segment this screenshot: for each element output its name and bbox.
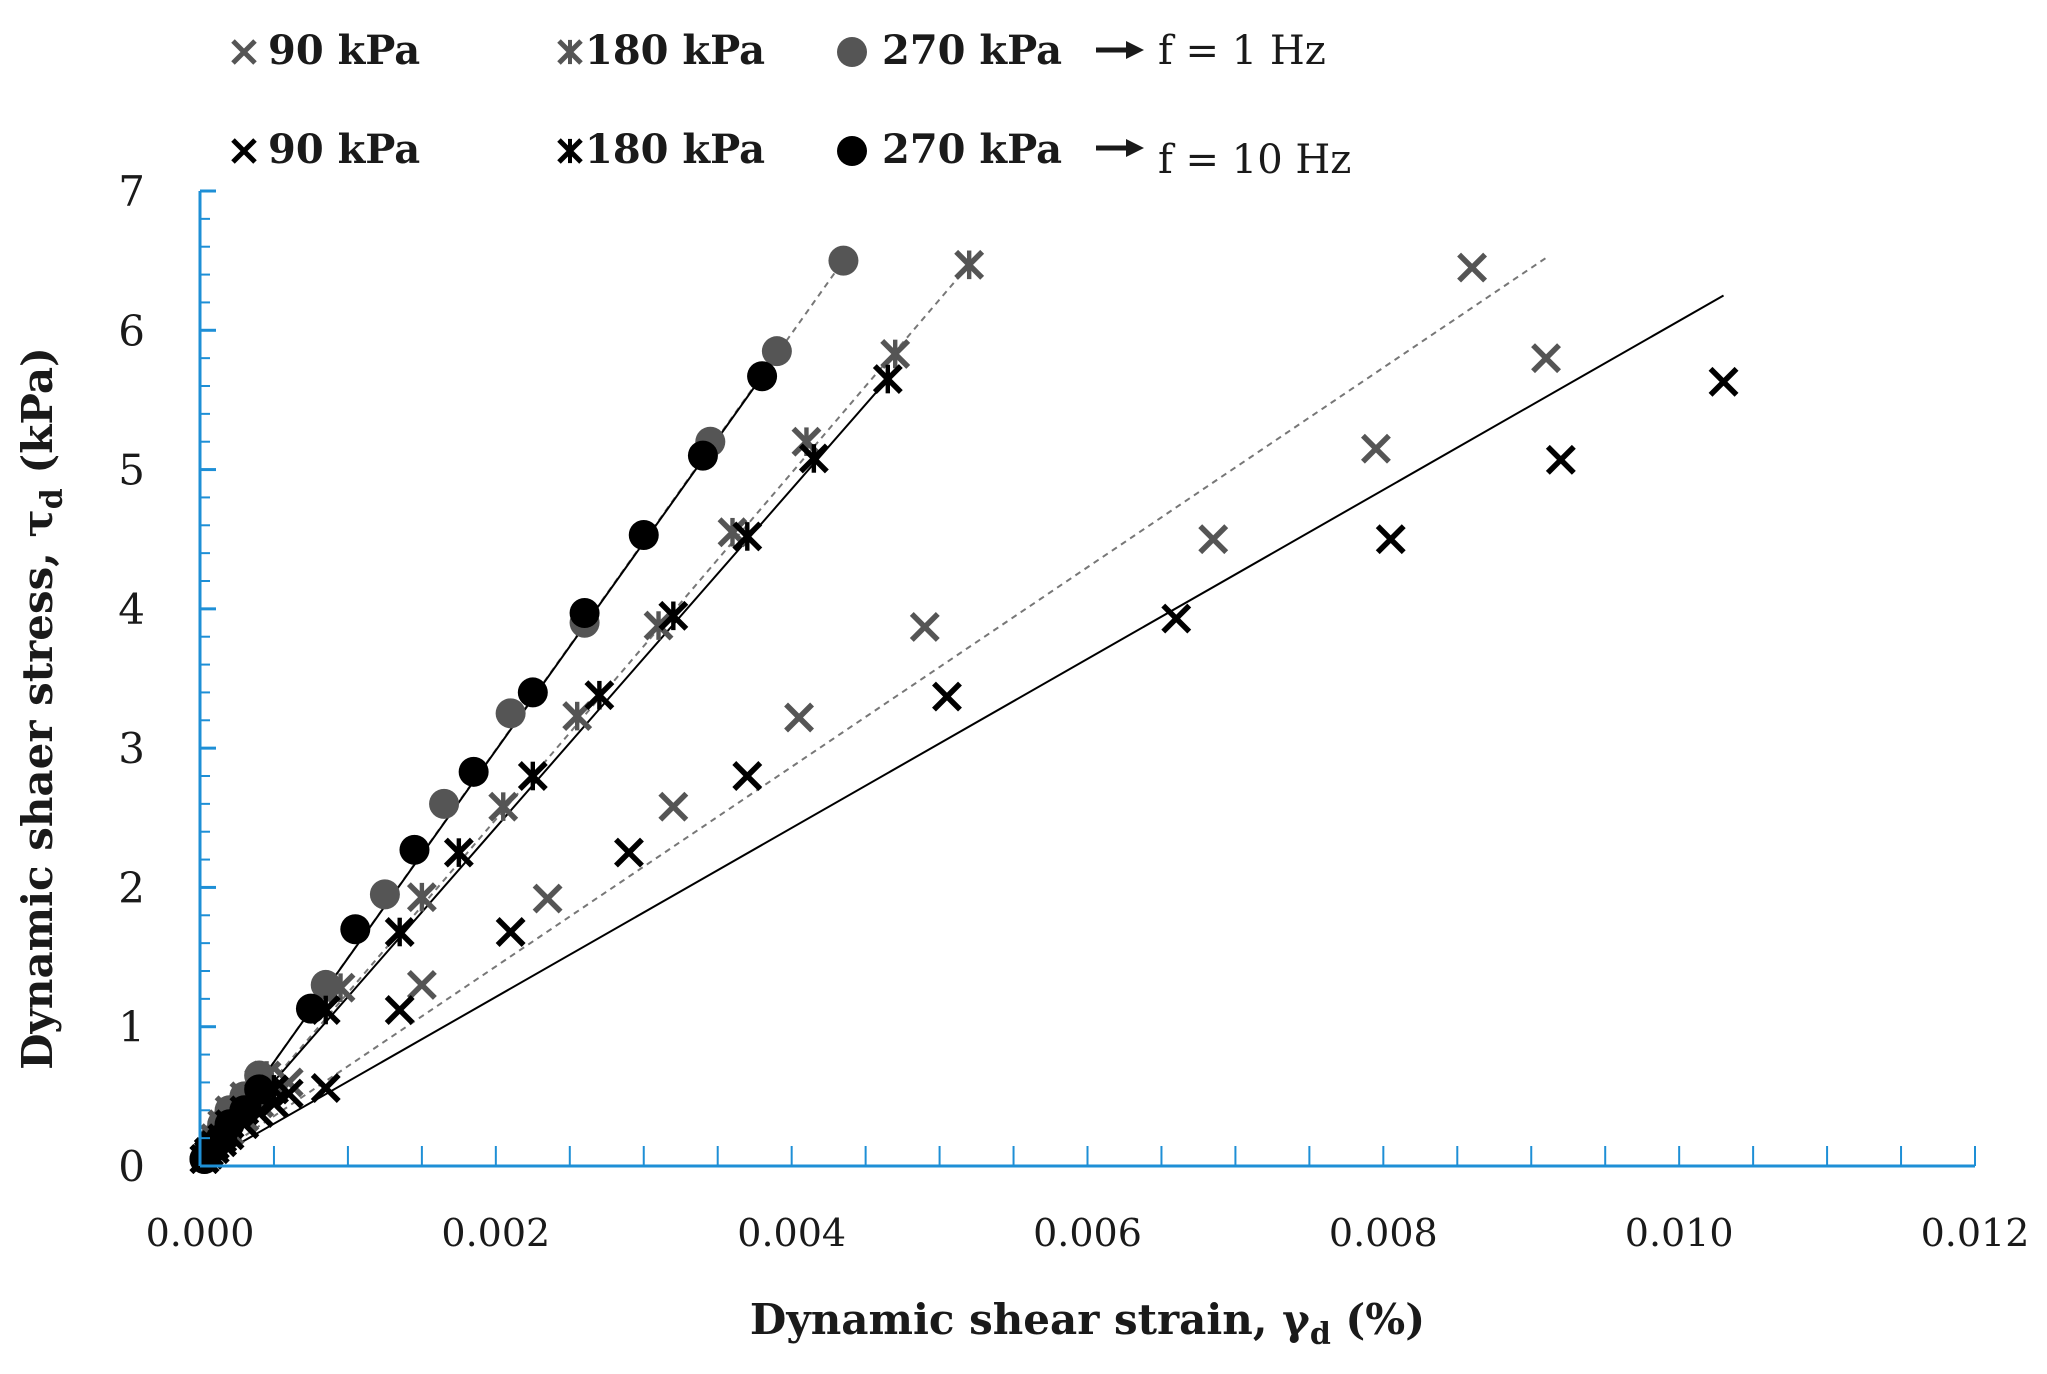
data-markers <box>189 245 1739 1175</box>
legend-marker-circle-icon <box>837 136 867 166</box>
data-point <box>1198 524 1229 555</box>
y-tick-label: 1 <box>118 1003 145 1052</box>
data-point <box>384 917 415 947</box>
data-point <box>458 756 489 787</box>
legend-label-90kpa-10hz: 90 kPa <box>268 126 420 173</box>
data-point <box>614 837 644 868</box>
data-point <box>828 245 859 276</box>
data-point <box>909 612 940 642</box>
y-tick-label: 2 <box>118 863 145 912</box>
trend-line-3 <box>199 294 1725 1167</box>
data-point <box>1708 366 1739 397</box>
x-tick-label: 0.012 <box>1921 1211 2030 1255</box>
x-tick-label: 0.004 <box>737 1211 846 1255</box>
legend-frequency-10hz: f = 10 Hz <box>1158 137 1351 183</box>
data-point <box>798 443 829 474</box>
legend-arrow-icon <box>1096 41 1144 59</box>
data-point <box>488 791 519 822</box>
data-point <box>517 677 548 708</box>
data-point <box>399 834 430 865</box>
data-point <box>761 336 792 367</box>
data-point <box>1161 603 1192 634</box>
data-point <box>495 698 526 729</box>
x-axis-ticks: 0.000 0.002 0.004 0.006 0.008 0.010 0.012 <box>146 1146 2030 1255</box>
data-point <box>880 339 911 369</box>
data-point <box>340 914 371 945</box>
data-point <box>443 837 474 868</box>
y-axis-ticks: 0 1 2 3 4 5 6 7 <box>118 167 216 1191</box>
trend-line-1 <box>199 264 970 1167</box>
data-point <box>584 680 615 711</box>
data-point <box>658 600 689 631</box>
legend-marker-circle-icon <box>837 37 867 67</box>
series-5 <box>189 361 778 1175</box>
y-tick-label: 5 <box>118 446 145 495</box>
data-point <box>1457 252 1488 283</box>
data-point <box>687 440 718 471</box>
data-point <box>732 761 763 791</box>
data-point <box>747 361 778 392</box>
data-point <box>932 681 962 712</box>
legend-label-180kpa-10hz: 180 kPa <box>585 126 765 173</box>
series-3 <box>189 366 1739 1174</box>
data-point <box>872 364 903 394</box>
data-point <box>1375 524 1406 555</box>
data-point <box>295 993 326 1024</box>
y-tick-label: 4 <box>118 585 145 634</box>
data-point <box>384 995 415 1025</box>
legend-row-10hz: 90 kPa 180 kPa 270 kPa f = 10 Hz <box>231 126 1351 183</box>
y-axis-title: Dynamic shaer stress, τd (kPa) <box>13 347 70 1070</box>
legend-row-1hz: 90 kPa 180 kPa 270 kPa f = 1 Hz <box>231 27 1326 74</box>
data-point <box>310 1073 341 1103</box>
legend-label-270kpa-1hz: 270 kPa <box>882 27 1062 74</box>
y-tick-label: 6 <box>118 306 145 355</box>
data-point <box>517 761 548 791</box>
x-tick-label: 0.002 <box>441 1211 550 1255</box>
trend-line-4 <box>199 378 889 1167</box>
legend: 90 kPa 180 kPa 270 kPa f = 1 Hz 90 kPa 1… <box>231 27 1351 183</box>
y-tick-label: 3 <box>118 724 145 773</box>
legend-marker-asterisk-icon <box>557 138 583 164</box>
data-point <box>406 969 437 1000</box>
y-tick-label: 0 <box>118 1142 145 1191</box>
data-point <box>532 883 563 914</box>
data-point <box>569 598 600 629</box>
axes: 0.000 0.002 0.004 0.006 0.008 0.010 0.012 0 1 2 3… <box>118 167 2029 1255</box>
legend-label-270kpa-10hz: 270 kPa <box>882 126 1062 173</box>
data-point <box>244 1074 275 1105</box>
legend-arrow-icon <box>1096 139 1144 157</box>
x-tick-label: 0.000 <box>146 1211 255 1255</box>
data-point <box>369 879 400 910</box>
legend-label-90kpa-1hz: 90 kPa <box>268 27 420 74</box>
data-point <box>1531 343 1561 374</box>
legend-frequency-1hz: f = 1 Hz <box>1158 28 1326 74</box>
data-point <box>1545 444 1576 475</box>
data-point <box>628 520 659 551</box>
x-tick-label: 0.010 <box>1625 1211 1734 1255</box>
data-point <box>406 882 437 913</box>
data-point <box>273 1067 304 1098</box>
y-tick-label: 7 <box>118 167 145 216</box>
legend-label-180kpa-1hz: 180 kPa <box>585 27 765 74</box>
data-point <box>658 791 689 822</box>
data-point <box>229 1095 260 1126</box>
legend-marker-x-icon <box>231 138 257 164</box>
x-tick-label: 0.006 <box>1033 1211 1142 1255</box>
data-point <box>495 917 526 947</box>
data-point <box>784 702 815 733</box>
x-axis-title: Dynamic shear strain, γd (%) <box>750 1295 1425 1352</box>
data-point <box>643 610 674 641</box>
trend-lines <box>199 257 1725 1167</box>
data-point <box>310 969 341 1000</box>
data-point <box>429 788 460 819</box>
data-point <box>954 249 985 280</box>
data-point <box>1360 433 1391 464</box>
legend-marker-asterisk-icon <box>557 39 583 65</box>
legend-marker-x-icon <box>231 39 257 65</box>
data-point <box>732 521 763 552</box>
trend-line-0 <box>199 257 1547 1167</box>
x-tick-label: 0.008 <box>1329 1211 1438 1255</box>
